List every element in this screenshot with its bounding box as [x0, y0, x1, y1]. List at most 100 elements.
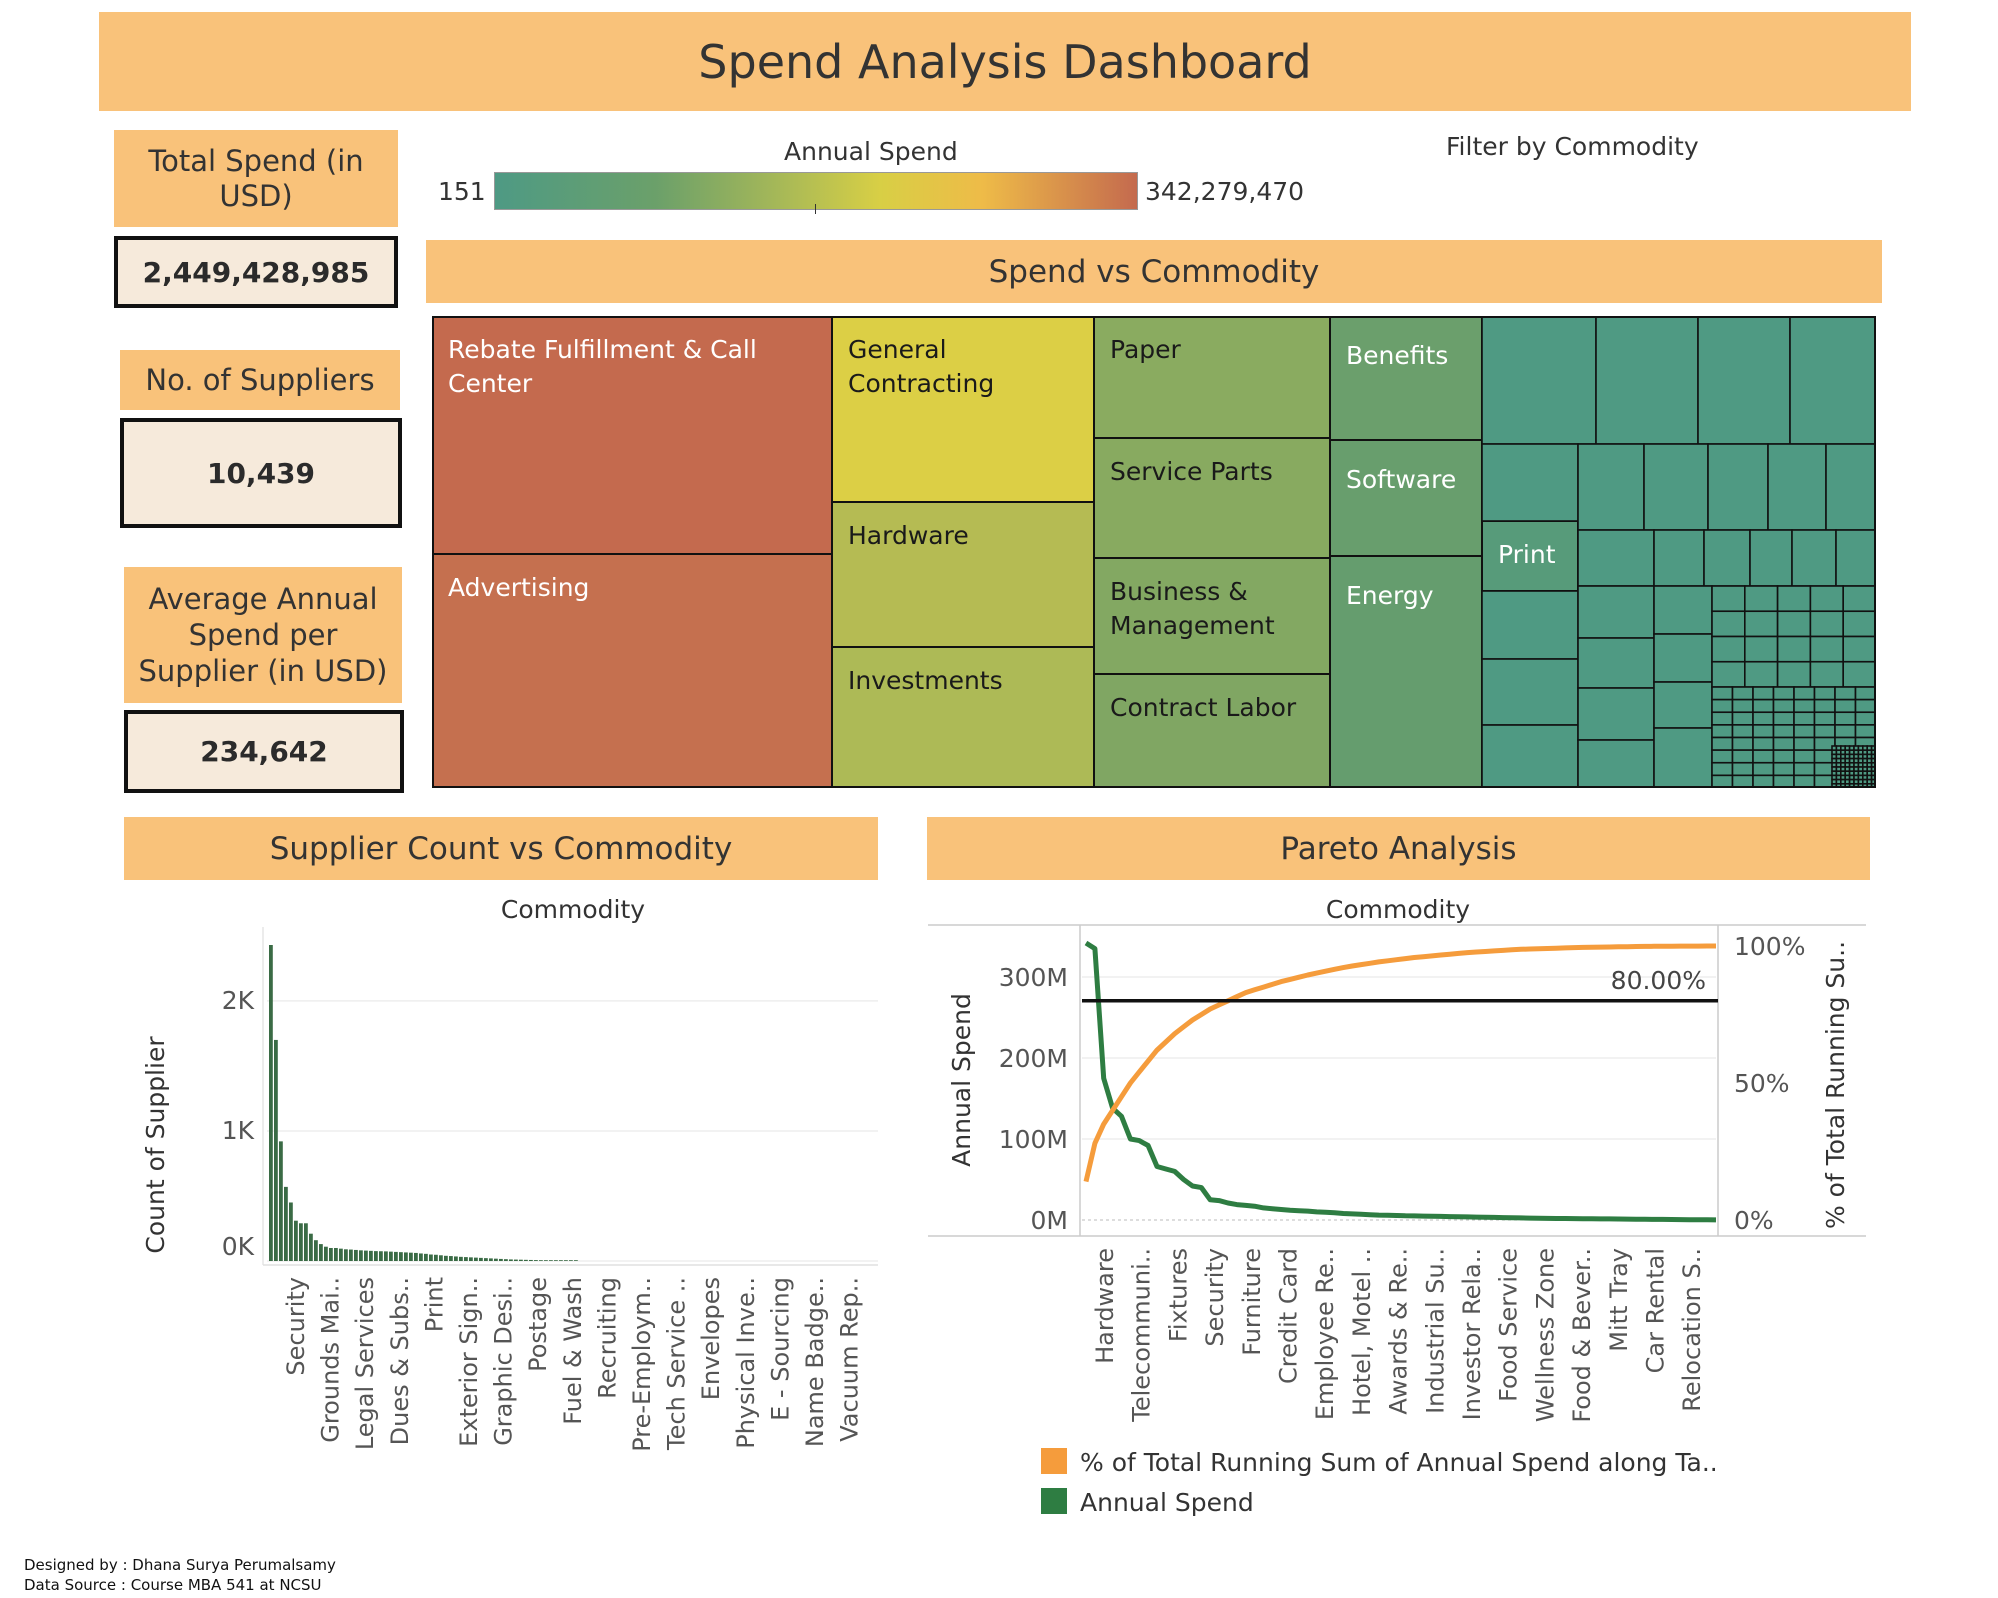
- treemap-cell: [1744, 635, 1779, 663]
- treemap-cell: [1481, 658, 1579, 726]
- bar-mark: [489, 1258, 493, 1261]
- treemap-cell: [1809, 635, 1845, 663]
- treemap-cell: [1834, 686, 1857, 701]
- pareto-x-tick: Telecommuni..: [1128, 1248, 1156, 1423]
- pareto-x-tick: Hardware: [1091, 1248, 1119, 1364]
- pareto-x-tick: Food Service: [1495, 1248, 1523, 1402]
- treemap-cell: [1697, 316, 1791, 445]
- bar-x-tick: Fuel & Wash: [559, 1277, 587, 1425]
- treemap-cell: [1813, 686, 1836, 701]
- treemap-cell: [1653, 727, 1713, 788]
- treemap-cell: [1752, 698, 1775, 714]
- bar-mark: [449, 1256, 453, 1261]
- bar-mark: [539, 1260, 543, 1261]
- bar-mark: [509, 1259, 513, 1261]
- treemap-cell: [1731, 686, 1754, 701]
- bar-mark: [454, 1256, 458, 1261]
- treemap-cell: [1731, 698, 1754, 714]
- treemap-label: Investments: [848, 666, 1003, 695]
- treemap-label: Software: [1346, 465, 1456, 494]
- treemap-cell: [1653, 633, 1713, 683]
- treemap-cell: [1772, 711, 1795, 726]
- bar-mark: [549, 1260, 553, 1261]
- pareto-y2-axis-title: % of Total Running Su..: [1821, 941, 1850, 1229]
- treemap-cell: [1481, 724, 1579, 788]
- treemap-label: Rebate Fulfillment & Call Center: [448, 335, 757, 398]
- treemap-cell: [1711, 698, 1734, 714]
- bar-mark: [294, 1220, 298, 1261]
- bar-x-tick: Security: [282, 1277, 310, 1376]
- treemap-cell: [1744, 585, 1779, 613]
- pareto-y2-tick: 0%: [1734, 1206, 1774, 1235]
- total-spend-value-box: 2,449,428,985: [114, 236, 398, 308]
- filter-label[interactable]: Filter by Commodity: [1446, 132, 1699, 161]
- treemap-label: Contract Labor: [1110, 693, 1297, 722]
- treemap-cell: [1481, 443, 1579, 522]
- bar-mark: [499, 1258, 503, 1261]
- treemap-cell: [1776, 585, 1812, 613]
- treemap-cell: [1772, 686, 1795, 701]
- suppliers-header: No. of Suppliers: [120, 350, 400, 410]
- bar-mark: [384, 1251, 388, 1261]
- page-title-band: Spend Analysis Dashboard: [99, 12, 1911, 111]
- treemap-cell: [1749, 529, 1793, 587]
- treemap-cell: [1643, 443, 1709, 531]
- bar-mark: [529, 1259, 533, 1261]
- bar-y-tick: 1K: [222, 1116, 255, 1145]
- treemap-cell: [1834, 698, 1857, 714]
- treemap-cell: [1744, 660, 1779, 688]
- pareto-x-tick: Wellness Zone: [1531, 1248, 1559, 1422]
- treemap-label: Hardware: [848, 521, 969, 550]
- bar-mark: [429, 1254, 433, 1261]
- pareto-legend-swatch-percent: [1041, 1448, 1067, 1474]
- treemap-label: Benefits: [1346, 341, 1448, 370]
- treemap-label: Service Parts: [1110, 457, 1273, 486]
- treemap-cell: [1711, 660, 1746, 688]
- treemap-cell: [1776, 610, 1812, 638]
- treemap-cell: [1854, 724, 1876, 739]
- bar-mark: [479, 1257, 483, 1261]
- bar-mark: [324, 1246, 328, 1261]
- bar-mark: [399, 1252, 403, 1261]
- legend-title: Annual Spend: [784, 137, 958, 166]
- bar-mark: [414, 1252, 418, 1261]
- pareto-title-band: Pareto Analysis: [927, 817, 1870, 880]
- treemap-cell: [1731, 724, 1754, 739]
- treemap-cell: [1329, 316, 1483, 441]
- avg-spend-value: 234,642: [200, 735, 328, 768]
- treemap-cell: [1752, 736, 1775, 751]
- bar-mark: [569, 1260, 573, 1261]
- treemap-cell: [1835, 529, 1876, 587]
- treemap-cell: [1793, 686, 1816, 701]
- pareto-x-tick: Credit Card: [1275, 1248, 1303, 1384]
- pareto-title: Pareto Analysis: [1280, 830, 1517, 867]
- treemap-border: [432, 316, 1876, 788]
- treemap-cell: [1711, 635, 1746, 663]
- bar-chart[interactable]: Commodity Count of Supplier 0K 1K 2K Security…: [124, 885, 884, 1485]
- legend-max-label: 342,279,470: [1145, 177, 1305, 206]
- legend-min-label: 151: [438, 177, 486, 206]
- pareto-reference-label: 80.00%: [1611, 966, 1706, 995]
- bar-mark: [349, 1249, 353, 1261]
- treemap-cell: [1731, 736, 1754, 751]
- treemap-cell: [1752, 749, 1775, 764]
- bar-mark: [459, 1256, 463, 1261]
- treemap-cell: [1789, 316, 1876, 445]
- pareto-x-tick: Awards & Re..: [1385, 1248, 1413, 1415]
- treemap-cell: [1793, 749, 1816, 764]
- bar-mark: [299, 1223, 303, 1261]
- treemap-cell: [1711, 736, 1734, 751]
- bar-mark: [374, 1251, 378, 1261]
- treemap-chart[interactable]: Rebate Fulfillment & Call Center Advertisi…: [432, 316, 1876, 788]
- bar-mark: [494, 1258, 498, 1261]
- bar-x-tick: Grounds Mai..: [317, 1277, 345, 1443]
- bar-mark: [564, 1260, 568, 1261]
- treemap-label: Energy: [1346, 581, 1434, 610]
- pareto-chart[interactable]: Commodity 0M 100M 200M 300M 0% 50% 100% Annual S…: [920, 885, 1880, 1525]
- bar-x-tick: Graphic Desi..: [490, 1277, 518, 1446]
- bar-mark: [514, 1259, 518, 1261]
- bar-mark: [329, 1247, 333, 1261]
- treemap-cell: [1842, 660, 1876, 688]
- avg-spend-label: Average Annual Spend per Supplier (in US…: [138, 582, 388, 688]
- bar-x-tick: Postage: [524, 1277, 552, 1372]
